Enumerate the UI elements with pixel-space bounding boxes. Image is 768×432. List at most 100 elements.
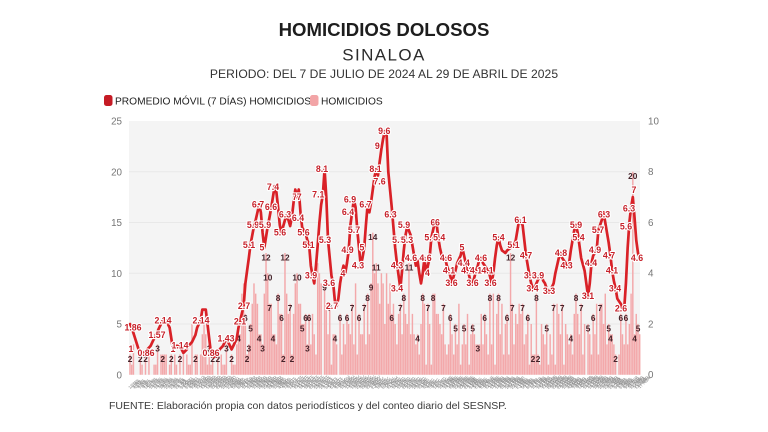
svg-text:6.3: 6.3	[623, 204, 635, 214]
svg-text:6: 6	[618, 313, 623, 323]
svg-text:5: 5	[260, 243, 265, 253]
svg-text:2: 2	[210, 354, 215, 364]
svg-text:20: 20	[111, 167, 122, 178]
svg-text:1 JUL: 1 JUL	[176, 377, 188, 389]
svg-text:3.6: 3.6	[445, 278, 457, 288]
svg-text:5: 5	[636, 323, 641, 333]
svg-text:7: 7	[560, 303, 565, 313]
svg-text:5: 5	[462, 323, 467, 333]
svg-text:4: 4	[608, 334, 613, 344]
svg-text:3 FEB: 3 FEB	[517, 377, 529, 389]
svg-text:6.1: 6.1	[514, 215, 526, 225]
svg-text:3 DIC: 3 DIC	[420, 378, 432, 389]
svg-text:7 DIC: 7 DIC	[427, 379, 439, 390]
svg-text:5.1: 5.1	[507, 240, 519, 250]
svg-text:6.4: 6.4	[342, 207, 354, 217]
svg-text:7: 7	[398, 303, 403, 313]
svg-text:6 JUL: 6 JUL	[136, 378, 148, 390]
svg-text:4: 4	[333, 334, 338, 344]
svg-text:5.9: 5.9	[398, 220, 410, 230]
svg-text:5 JUL: 5 JUL	[134, 377, 146, 389]
svg-text:2: 2	[245, 354, 250, 364]
svg-text:1.86: 1.86	[124, 322, 141, 332]
svg-text:5.6: 5.6	[620, 222, 632, 232]
svg-text:4.6: 4.6	[440, 253, 452, 263]
svg-text:2.6: 2.6	[615, 304, 627, 314]
svg-text:5.1: 5.1	[243, 240, 255, 250]
svg-text:4.6: 4.6	[475, 253, 487, 263]
svg-text:4: 4	[568, 334, 573, 344]
svg-text:6: 6	[345, 313, 350, 323]
svg-text:4: 4	[415, 334, 420, 344]
svg-text:7: 7	[288, 303, 293, 313]
svg-text:4.8: 4.8	[555, 248, 567, 258]
svg-text:5 DIC: 5 DIC	[424, 377, 436, 388]
svg-text:2 FEB: 2 FEB	[515, 378, 527, 390]
svg-text:SINALOA: SINALOA	[342, 46, 426, 65]
svg-text:7: 7	[441, 303, 446, 313]
svg-text:6 FEB: 6 FEB	[522, 377, 534, 389]
svg-text:6.7: 6.7	[252, 200, 264, 210]
svg-text:4.1: 4.1	[606, 266, 618, 276]
svg-text:4.1: 4.1	[461, 266, 473, 276]
svg-text:5.3: 5.3	[319, 235, 331, 245]
svg-text:2: 2	[193, 354, 198, 364]
svg-text:1.14: 1.14	[171, 341, 188, 351]
svg-text:6: 6	[243, 313, 248, 323]
svg-text:5: 5	[544, 323, 549, 333]
svg-text:7: 7	[297, 192, 302, 202]
svg-text:9: 9	[322, 283, 327, 293]
svg-text:8: 8	[488, 293, 493, 303]
svg-text:4.6: 4.6	[419, 253, 431, 263]
svg-text:5.7: 5.7	[592, 225, 604, 235]
svg-text:4.1: 4.1	[443, 266, 455, 276]
svg-text:5.9: 5.9	[570, 220, 582, 230]
svg-text:3.6: 3.6	[466, 278, 478, 288]
svg-text:6: 6	[624, 313, 629, 323]
svg-text:8: 8	[420, 293, 425, 303]
svg-text:5: 5	[460, 243, 465, 253]
svg-text:2 DIC: 2 DIC	[418, 377, 430, 388]
svg-text:2.7: 2.7	[238, 301, 250, 311]
svg-text:5 FEB: 5 FEB	[520, 378, 532, 390]
svg-text:4.3: 4.3	[560, 261, 572, 271]
svg-text:6: 6	[591, 313, 596, 323]
svg-text:2.14: 2.14	[192, 315, 209, 325]
svg-text:8 DIC: 8 DIC	[429, 377, 441, 388]
svg-text:7: 7	[426, 303, 431, 313]
svg-text:9 JUL: 9 JUL	[141, 378, 153, 390]
svg-text:9 DIC: 9 DIC	[430, 378, 442, 389]
svg-text:2: 2	[128, 354, 133, 364]
svg-text:3: 3	[475, 344, 480, 354]
svg-text:2: 2	[613, 354, 618, 364]
svg-text:25: 25	[111, 117, 122, 128]
svg-text:3.9: 3.9	[524, 271, 536, 281]
svg-text:5.6: 5.6	[274, 228, 286, 238]
svg-text:1: 1	[129, 344, 134, 354]
svg-text:5.4: 5.4	[492, 233, 504, 243]
svg-text:2.7: 2.7	[326, 301, 338, 311]
svg-text:3.3: 3.3	[543, 286, 555, 296]
svg-text:4.9: 4.9	[589, 245, 601, 255]
svg-text:7.6: 7.6	[373, 177, 385, 187]
svg-text:2: 2	[531, 354, 536, 364]
svg-text:6: 6	[648, 218, 654, 229]
svg-text:14: 14	[368, 232, 378, 242]
svg-text:10: 10	[111, 269, 122, 280]
svg-text:PROMEDIO MÓVIL (7 DÍAS) HOMICI: PROMEDIO MÓVIL (7 DÍAS) HOMICIDIOS	[115, 95, 311, 108]
svg-text:6.4: 6.4	[292, 213, 304, 223]
svg-text:3.4: 3.4	[526, 283, 538, 293]
svg-text:6: 6	[525, 313, 530, 323]
svg-text:3.4: 3.4	[609, 283, 621, 293]
svg-text:FUENTE: Elaboración propia con: FUENTE: Elaboración propia con datos per…	[109, 400, 507, 412]
svg-text:0: 0	[648, 370, 654, 381]
svg-text:7 JUL: 7 JUL	[138, 378, 150, 390]
svg-text:1 FEB: 1 FEB	[513, 377, 525, 389]
svg-text:10: 10	[292, 273, 302, 283]
svg-text:7: 7	[579, 303, 584, 313]
svg-text:7: 7	[520, 303, 525, 313]
svg-text:7: 7	[267, 303, 272, 313]
svg-text:6.9: 6.9	[344, 195, 356, 205]
svg-text:7: 7	[350, 303, 355, 313]
svg-text:9: 9	[369, 283, 374, 293]
